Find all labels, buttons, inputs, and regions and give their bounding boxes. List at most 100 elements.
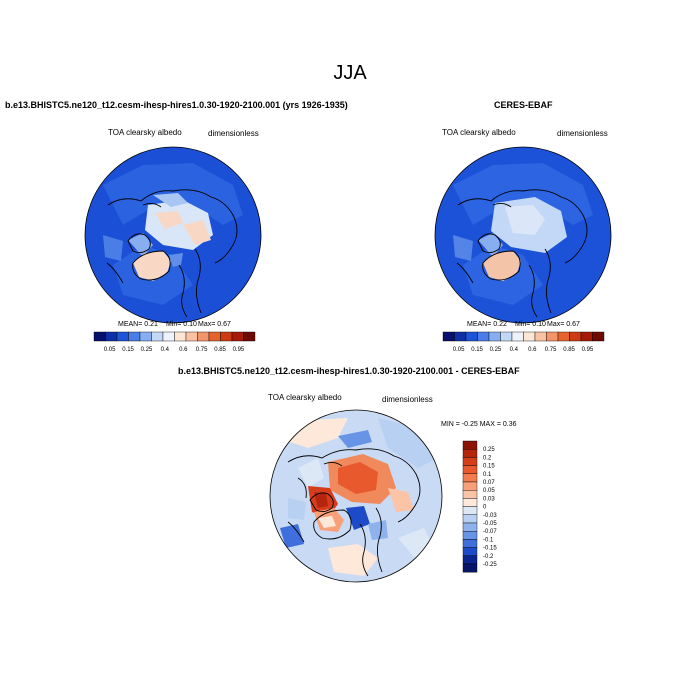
panel-3-colorbar-swatch <box>462 555 478 565</box>
panel-2-colorbar-tick-label: 0.4 <box>510 347 519 353</box>
panel-1-colorbar: 0.05 0.15 0.25 0.4 0.6 0.75 0.85 0.95 <box>93 331 256 353</box>
panel-3-colorbar-tick-label: 0.03 <box>483 496 495 502</box>
panel-3-colorbar-tick-label: -0.03 <box>483 513 497 519</box>
panel-2-colorbar-tick-label: 0.6 <box>528 347 537 353</box>
panel-3-colorbar-tick-label: 0.05 <box>483 488 495 494</box>
panel-2-colorbar-swatch <box>523 331 536 342</box>
panel-3-colorbar-swatch <box>462 539 478 548</box>
panel-3-colorbar-tick-label: 0.1 <box>483 472 492 478</box>
panel-3-colorbar-tick-label: -0.05 <box>483 521 497 527</box>
panel-1-colorbar-swatch <box>185 331 198 342</box>
panel-1-colorbar-swatch <box>220 331 233 342</box>
panel-3-units: dimensionless <box>382 395 433 404</box>
panel-1-colorbar-tick-label: 0.15 <box>122 347 134 353</box>
panel-3-colorbar-tick-label: 0.25 <box>483 447 495 453</box>
panel-1-variable: TOA clearsky albedo <box>108 128 182 137</box>
panel-1-colorbar-swatch <box>197 331 210 342</box>
panel-3-variable: TOA clearsky albedo <box>268 393 342 402</box>
panel-3-colorbar-tick-label: -0.07 <box>483 529 497 535</box>
panel-2-colorbar-swatch <box>592 331 605 342</box>
panel-3-colorbar-swatch <box>462 547 478 556</box>
panel-2-min: Min= 0.10 <box>515 321 546 328</box>
greenland <box>483 251 521 281</box>
panel-1-colorbar-swatch <box>231 331 244 342</box>
panel-3-title: b.e13.BHISTC5.ne120_t12.cesm-ihesp-hires… <box>178 366 520 376</box>
panel-3-colorbar-swatch <box>462 473 478 483</box>
panel-3-colorbar-tick-label: 0.2 <box>483 455 492 461</box>
panel-2-colorbar-swatch <box>546 331 559 342</box>
panel-2-colorbar-swatch <box>580 331 593 342</box>
panel-3-colorbar-tick-label: 0.15 <box>483 464 495 470</box>
panel-1-colorbar-swatch <box>116 331 129 342</box>
panel-3-colorbar-swatch <box>462 506 478 515</box>
panel-1-colorbar-tick-label: 0.6 <box>179 347 188 353</box>
panel-3-colorbar-swatch <box>462 465 478 475</box>
main-title: JJA <box>333 62 367 84</box>
panel-2-colorbar-tick-label: 0.75 <box>545 347 557 353</box>
panel-1-title: b.e13.BHISTC5.ne120_t12.cesm-ihesp-hires… <box>5 100 348 110</box>
panel-2-colorbar-swatch <box>477 331 490 342</box>
panel-1-mean: MEAN= 0.21 <box>118 321 158 328</box>
panel-1-max: Max= 0.67 <box>198 321 231 328</box>
panel-3-colorbar-swatch <box>462 530 478 540</box>
panel-2-colorbar-swatch <box>500 331 513 342</box>
panel-3-colorbar-swatch <box>462 481 478 491</box>
panel-3-colorbar-tick-label: -0.1 <box>483 537 494 543</box>
panel-3-colorbar-swatch <box>462 490 478 499</box>
panel-2-colorbar-swatch <box>454 331 467 342</box>
panel-1-colorbar-tick-label: 0.85 <box>214 347 226 353</box>
panel-1-colorbar-swatch <box>93 331 106 342</box>
panel-1-colorbar-swatch <box>151 331 164 342</box>
panel-3-minmax: MIN = -0.25 MAX = 0.36 <box>441 421 517 428</box>
panel-2-colorbar-swatch <box>488 331 501 342</box>
panel-2-colorbar-tick-label: 0.25 <box>490 347 502 353</box>
panel-1-colorbar-swatch <box>243 331 256 342</box>
panel-1-colorbar-tick-label: 0.75 <box>196 347 208 353</box>
panel-3-colorbar-swatch <box>462 563 478 573</box>
panel-3-colorbar-tick-label: -0.2 <box>483 554 494 560</box>
panel-1-colorbar-swatch <box>174 331 187 342</box>
panel-2-colorbar-tick-label: 0.95 <box>582 347 594 353</box>
panel-1-colorbar-swatch <box>128 331 141 342</box>
panel-1-colorbar-swatch <box>162 331 175 342</box>
panel-2-mean: MEAN= 0.22 <box>467 321 507 328</box>
greenland <box>133 251 171 281</box>
panel-2-variable: TOA clearsky albedo <box>442 128 516 137</box>
panel-3-colorbar-tick-label: -0.25 <box>483 562 497 568</box>
panel-2-colorbar-swatch <box>511 331 524 342</box>
panel-2-colorbar: 0.05 0.15 0.25 0.4 0.6 0.75 0.85 0.95 <box>442 331 605 353</box>
panel-2-colorbar-swatch <box>442 331 455 342</box>
panel-3-colorbar-tick-label: 0.07 <box>483 480 495 486</box>
panel-1-colorbar-tick-label: 0.4 <box>161 347 170 353</box>
panel-2-title: CERES-EBAF <box>494 100 553 110</box>
panel-1-units: dimensionless <box>208 129 259 138</box>
panel-3-polar-map <box>269 409 443 583</box>
panel-3-colorbar-swatch <box>462 440 478 450</box>
panel-2-colorbar-tick-label: 0.05 <box>453 347 465 353</box>
panel-1-colorbar-tick-label: 0.95 <box>233 347 245 353</box>
panel-3-colorbar-tick-label: -0.15 <box>483 546 497 552</box>
panel-3-colorbar-swatch <box>462 457 478 466</box>
panel-1-colorbar-tick-label: 0.25 <box>141 347 153 353</box>
panel-1-colorbar-swatch <box>208 331 221 342</box>
panel-2-colorbar-swatch <box>465 331 478 342</box>
panel-2-colorbar-tick-label: 0.85 <box>563 347 575 353</box>
panel-3-colorbar-swatch <box>462 498 478 507</box>
panel-2-units: dimensionless <box>557 129 608 138</box>
panel-1-colorbar-swatch <box>139 331 152 342</box>
panel-1-polar-map <box>84 146 262 324</box>
panel-2-colorbar-swatch <box>569 331 582 342</box>
panel-3-colorbar-swatch <box>462 448 478 458</box>
panel-2-polar-map <box>434 146 612 324</box>
panel-1-min: Min= 0.10 <box>166 321 197 328</box>
panel-2-max: Max= 0.67 <box>547 321 580 328</box>
panel-3-colorbar-swatch <box>462 522 478 532</box>
panel-2-colorbar-swatch <box>534 331 547 342</box>
panel-2-colorbar-tick-label: 0.15 <box>471 347 483 353</box>
panel-3-colorbar-swatch <box>462 514 478 524</box>
panel-3-colorbar: 0.25 0.2 0.15 0.1 0.07 0.05 0.03 0 -0.03 -0.05 -0.… <box>462 440 497 573</box>
panel-2-colorbar-swatch <box>557 331 570 342</box>
panel-3-colorbar-tick-label: 0 <box>483 505 487 511</box>
panel-1-colorbar-tick-label: 0.05 <box>104 347 116 353</box>
panel-1-colorbar-swatch <box>105 331 118 342</box>
